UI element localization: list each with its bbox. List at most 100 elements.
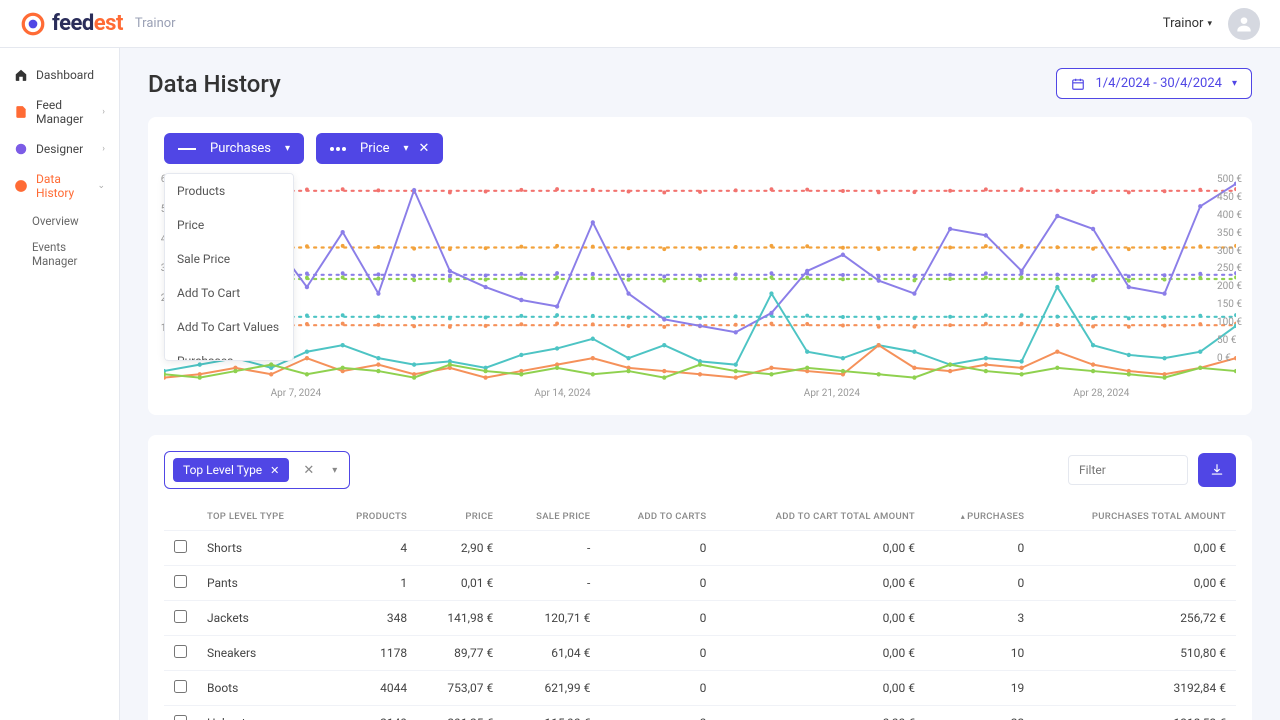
chevron-icon: ⌄	[97, 181, 105, 191]
table-row: Sneakers117889,77 €61,04 €00,00 €10510,8…	[164, 636, 1236, 671]
x-tick: Apr 28, 2024	[1073, 388, 1129, 399]
row-checkbox[interactable]	[174, 575, 187, 588]
chevron-icon: ›	[102, 107, 105, 117]
y-tick: 200 €	[1217, 281, 1242, 292]
chip-top-level-type[interactable]: Top Level Type ✕	[173, 458, 289, 482]
cell: 0,00 €	[1034, 531, 1236, 566]
table-row: Shorts42,90 €-00,00 €00,00 €	[164, 531, 1236, 566]
dropdown-item-sale-price[interactable]: Sale Price	[165, 242, 293, 276]
sidebar-item-designer[interactable]: Designer›	[0, 134, 119, 164]
y-axis-right: 500 €450 €400 €350 €300 €250 €200 €150 €…	[1217, 174, 1242, 364]
sidebar-item-feed-manager[interactable]: Feed Manager›	[0, 90, 119, 134]
cell: 256,72 €	[1034, 601, 1236, 636]
chevron-down-icon: ▾	[1232, 78, 1237, 89]
cell: 4044	[324, 671, 417, 706]
pie-icon	[14, 179, 28, 193]
col-header[interactable]: PRICE	[417, 503, 503, 531]
filter-input[interactable]	[1068, 455, 1188, 485]
col-header[interactable]: SALE PRICE	[503, 503, 600, 531]
dropdown-item-purchases[interactable]: Purchases	[165, 344, 293, 361]
sidebar-sub-overview[interactable]: Overview	[0, 208, 119, 234]
dimension-chip-group[interactable]: Top Level Type ✕ ✕ ▾	[164, 451, 350, 489]
col-header[interactable]	[164, 503, 197, 531]
col-header[interactable]: TOP LEVEL TYPE	[197, 503, 324, 531]
y-tick: 250 €	[1217, 263, 1242, 274]
cell: 19	[925, 671, 1034, 706]
cell: 348	[324, 601, 417, 636]
cell: 89,77 €	[417, 636, 503, 671]
col-header[interactable]: ADD TO CARTS	[600, 503, 716, 531]
close-icon[interactable]: ✕	[419, 141, 430, 156]
sidebar-sub-events-manager[interactable]: Events Manager	[0, 234, 119, 274]
dropdown-item-add-to-cart-values[interactable]: Add To Cart Values	[165, 310, 293, 344]
row-checkbox[interactable]	[174, 645, 187, 658]
dots-icon	[330, 147, 346, 151]
cell: 1178	[324, 636, 417, 671]
y-tick: 450 €	[1217, 192, 1242, 203]
logo-icon	[20, 11, 46, 37]
logo[interactable]: feedest	[20, 11, 123, 37]
logo-text: feedest	[52, 11, 123, 36]
cell: 0,00 €	[716, 671, 925, 706]
col-header[interactable]: PURCHASES TOTAL AMOUNT	[1034, 503, 1236, 531]
dropdown-item-price[interactable]: Price	[165, 208, 293, 242]
clear-chips-icon[interactable]: ✕	[299, 463, 318, 478]
chip-label: Top Level Type	[183, 463, 262, 477]
cell: 2,90 €	[417, 531, 503, 566]
sidebar-item-label: Dashboard	[36, 68, 94, 82]
col-header[interactable]: ADD TO CART TOTAL AMOUNT	[716, 503, 925, 531]
cell: 3	[925, 601, 1034, 636]
sidebar-item-data-history[interactable]: Data History⌄	[0, 164, 119, 208]
cell: 753,07 €	[417, 671, 503, 706]
pill-label: Purchases	[210, 141, 271, 156]
cell: 3192,84 €	[1034, 671, 1236, 706]
cell: 0,00 €	[716, 601, 925, 636]
page-title: Data History	[148, 70, 281, 98]
dropdown-item-products[interactable]: Products	[165, 174, 293, 208]
cell: 0	[600, 706, 716, 720]
cell: 1	[324, 566, 417, 601]
chart-svg	[164, 174, 1236, 384]
cell: -	[503, 531, 600, 566]
sidebar: Dashboard Feed Manager›Designer›Data Hist…	[0, 48, 120, 720]
metric-pill-purchases[interactable]: Purchases ▾	[164, 133, 304, 164]
sidebar-item-dashboard[interactable]: Dashboard	[0, 60, 119, 90]
cell: 0,01 €	[417, 566, 503, 601]
dropdown-item-add-to-cart[interactable]: Add To Cart	[165, 276, 293, 310]
chevron-down-icon: ▾	[404, 143, 409, 154]
chevron-down-icon[interactable]: ▾	[328, 465, 341, 476]
avatar[interactable]	[1228, 8, 1260, 40]
cell: Shorts	[197, 531, 324, 566]
cell: 0,00 €	[716, 566, 925, 601]
avatar-icon	[1234, 14, 1254, 34]
download-button[interactable]	[1198, 453, 1236, 487]
cell: 0	[600, 601, 716, 636]
row-checkbox[interactable]	[174, 715, 187, 720]
row-checkbox[interactable]	[174, 540, 187, 553]
table-panel: Top Level Type ✕ ✕ ▾ TOP LEVEL TYPEPRODU…	[148, 435, 1252, 720]
cell: Jackets	[197, 601, 324, 636]
y-tick: 100 €	[1217, 317, 1242, 328]
col-header[interactable]: PRODUCTS	[324, 503, 417, 531]
metric-pill-price[interactable]: Price ▾ ✕	[316, 133, 443, 164]
cell: 10	[925, 636, 1034, 671]
row-checkbox[interactable]	[174, 610, 187, 623]
table-row: Pants10,01 €-00,00 €00,00 €	[164, 566, 1236, 601]
cell: Pants	[197, 566, 324, 601]
y-tick: 0 €	[1217, 353, 1242, 364]
date-range-picker[interactable]: 1/4/2024 - 30/4/2024 ▾	[1056, 68, 1252, 99]
col-header[interactable]: ▴PURCHASES	[925, 503, 1034, 531]
data-table: TOP LEVEL TYPEPRODUCTSPRICESALE PRICEADD…	[164, 503, 1236, 720]
cell: -	[503, 566, 600, 601]
row-checkbox[interactable]	[174, 680, 187, 693]
chip-close-icon[interactable]: ✕	[270, 464, 279, 477]
x-tick: Apr 7, 2024	[271, 388, 322, 399]
y-tick: 50 €	[1217, 335, 1242, 346]
metric-dropdown: ProductsPriceSale PriceAdd To CartAdd To…	[164, 173, 294, 361]
cell: 0,00 €	[716, 706, 925, 720]
y-tick: 500 €	[1217, 174, 1242, 185]
chevron-down-icon: ▾	[1207, 19, 1212, 29]
calendar-icon	[1071, 77, 1085, 91]
line-icon	[178, 148, 196, 150]
user-dropdown[interactable]: Trainor ▾	[1163, 16, 1212, 31]
